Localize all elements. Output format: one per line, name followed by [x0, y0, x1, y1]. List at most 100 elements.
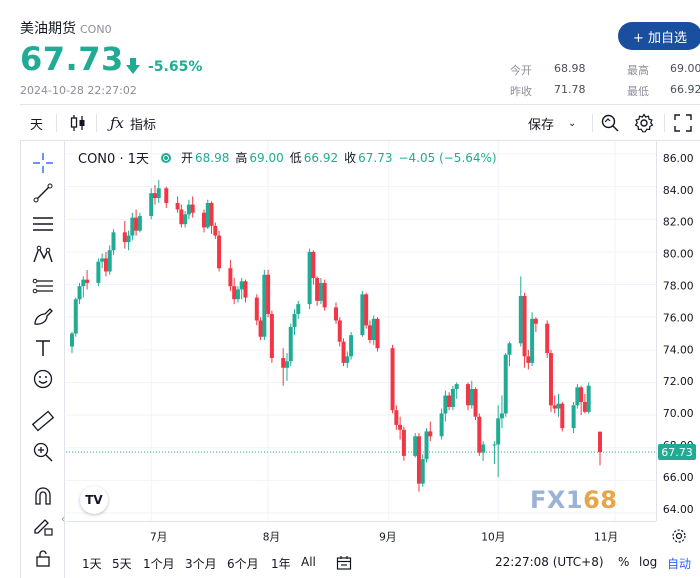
range-1y[interactable]: 1年 — [271, 557, 291, 571]
settings-gear-icon[interactable] — [634, 105, 654, 141]
candle-body — [85, 279, 90, 283]
lock-drawing-pencil-icon[interactable] — [31, 514, 55, 538]
candle-body — [398, 424, 403, 430]
parallel-lines-icon[interactable] — [31, 212, 55, 236]
candle-body — [315, 278, 320, 301]
candle-body — [503, 354, 508, 414]
range-all[interactable]: All — [301, 555, 316, 569]
clock-timezone[interactable]: 22:27:08 (UTC+8) — [495, 555, 604, 569]
candle-body — [239, 281, 244, 290]
candle-body — [183, 214, 188, 225]
legend-open-label: 开 — [180, 151, 193, 165]
chart-toolbar: 天 ƒx 指标 保存 ⌄ — [20, 105, 700, 141]
candle-body — [254, 297, 259, 321]
watermark-right: 68 — [583, 486, 618, 514]
candle-body — [205, 202, 210, 228]
candle-body — [202, 212, 206, 228]
fullscreen-icon[interactable] — [674, 105, 692, 141]
lock-icon[interactable] — [31, 546, 55, 570]
candle-body — [296, 304, 301, 314]
ruler-icon[interactable] — [31, 409, 55, 433]
range-3m[interactable]: 3个月 — [185, 557, 217, 571]
collapse-toolbar-icon[interactable]: ‹ — [61, 514, 65, 525]
time-tick-label: 11月 — [594, 531, 618, 543]
candle-body — [337, 320, 342, 342]
quote-timestamp: 2024-10-28 22:27:02 — [20, 84, 137, 97]
candle-body — [466, 384, 470, 406]
time-tick-label: 7月 — [150, 531, 167, 543]
candle-body — [73, 299, 78, 334]
log-scale-toggle[interactable]: log — [639, 555, 658, 569]
price-tick-label: 66.00 — [663, 471, 694, 484]
candle-body — [126, 235, 131, 243]
candle-body — [262, 274, 267, 337]
pattern-tool-icon[interactable] — [31, 243, 55, 267]
quick-search-icon[interactable] — [600, 105, 620, 141]
interval-selector[interactable]: 天 — [30, 117, 44, 133]
candle-body — [100, 258, 105, 262]
candle-style-icon[interactable] — [70, 105, 86, 141]
candle-body — [288, 326, 293, 362]
brush-icon[interactable] — [31, 305, 55, 329]
candle-body — [481, 444, 486, 453]
candle-body — [232, 286, 237, 300]
auto-scale-toggle[interactable]: 自动 — [667, 557, 692, 571]
candle-body — [367, 325, 372, 341]
candle-body — [130, 217, 135, 236]
range-1m[interactable]: 1个月 — [143, 557, 175, 571]
candle-body — [518, 295, 523, 344]
candle-body — [243, 281, 248, 298]
range-5d[interactable]: 5天 — [112, 557, 132, 571]
candle-body — [371, 318, 376, 341]
legend-low-value: 66.92 — [303, 150, 339, 165]
legend-symbol[interactable]: CON0 · 1天 — [78, 152, 149, 167]
range-1d[interactable]: 1天 — [82, 557, 102, 571]
candle-body — [190, 204, 195, 213]
candle-body — [284, 361, 289, 368]
price-axis[interactable]: 86.00 84.00 82.00 80.00 78.00 76.00 74.00 72.00… — [656, 141, 700, 521]
trend-line-icon[interactable] — [31, 181, 55, 205]
legend-open-value: 68.98 — [195, 150, 230, 165]
add-to-watchlist-button[interactable]: + 加自选 — [618, 22, 700, 50]
candle-body — [507, 343, 512, 355]
text-tool-icon[interactable] — [31, 336, 55, 360]
candle-body — [307, 251, 312, 305]
candle-body — [533, 318, 538, 324]
zoom-in-icon[interactable] — [31, 440, 55, 464]
candle-body — [582, 402, 587, 412]
toolbar-divider — [592, 114, 593, 132]
magnet-icon[interactable] — [31, 484, 55, 508]
range-6m[interactable]: 6个月 — [227, 557, 259, 571]
crosshair-icon[interactable] — [31, 151, 55, 175]
time-tick-label: 8月 — [263, 531, 280, 543]
price-tick-label: 80.00 — [663, 248, 694, 261]
price-tick-label: 72.00 — [663, 375, 694, 388]
candle-body — [420, 459, 425, 484]
candle-body — [439, 413, 444, 437]
date-range-calendar-icon[interactable] — [336, 555, 352, 571]
candle-body — [318, 282, 323, 301]
candle-body — [111, 232, 116, 251]
percent-scale-toggle[interactable]: % — [618, 555, 630, 569]
tradingview-logo[interactable]: TV — [80, 486, 108, 514]
candle-body — [175, 202, 180, 210]
candlestick-chart[interactable] — [66, 141, 656, 521]
save-button[interactable]: 保存 ⌄ — [528, 105, 576, 141]
time-axis[interactable]: 7月 8月 9月 10月 11月 — [66, 521, 656, 549]
instrument-name-text: 美油期货 — [20, 21, 76, 37]
candle-body — [228, 268, 233, 287]
candle-body — [137, 216, 142, 231]
candle-body — [269, 313, 274, 358]
axis-settings-gear-icon[interactable] — [671, 528, 687, 544]
market-status-icon — [160, 152, 171, 163]
smiley-icon[interactable] — [31, 367, 55, 391]
candle-body — [579, 387, 584, 403]
fibonacci-icon[interactable] — [31, 274, 55, 298]
indicators-button[interactable]: ƒx 指标 — [110, 105, 156, 141]
candle-body — [556, 403, 561, 409]
chevron-down-icon: ⌄ — [568, 117, 577, 129]
function-icon: ƒx — [110, 114, 125, 132]
toolbar-divider — [96, 114, 97, 132]
candle-body — [96, 261, 101, 283]
legend-close-label: 收 — [344, 151, 357, 165]
